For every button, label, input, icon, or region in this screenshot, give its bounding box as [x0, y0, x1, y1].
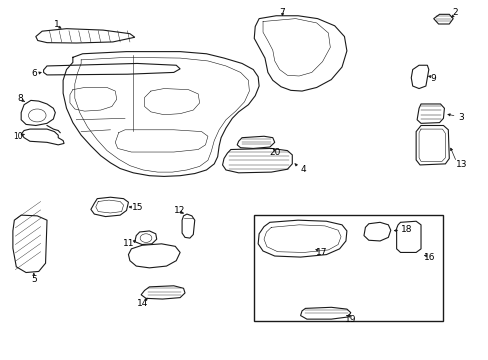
- Text: 17: 17: [315, 248, 326, 257]
- Text: 2: 2: [451, 8, 457, 17]
- Polygon shape: [13, 215, 47, 273]
- Polygon shape: [36, 29, 135, 43]
- Text: 13: 13: [455, 161, 466, 170]
- Text: 14: 14: [137, 299, 148, 308]
- Polygon shape: [21, 100, 55, 126]
- Text: 20: 20: [268, 148, 280, 157]
- Polygon shape: [396, 221, 420, 252]
- Text: 9: 9: [430, 75, 436, 84]
- Text: 10: 10: [13, 132, 22, 141]
- Polygon shape: [415, 126, 448, 165]
- Text: 1: 1: [54, 19, 60, 28]
- Polygon shape: [363, 222, 390, 241]
- Text: 15: 15: [132, 203, 143, 212]
- Polygon shape: [43, 63, 180, 75]
- Text: 19: 19: [345, 315, 356, 324]
- Polygon shape: [258, 220, 346, 257]
- Polygon shape: [433, 14, 452, 24]
- Polygon shape: [91, 197, 128, 217]
- Polygon shape: [135, 231, 157, 244]
- Text: 18: 18: [400, 225, 411, 234]
- Text: 5: 5: [31, 275, 37, 284]
- Text: 12: 12: [174, 206, 185, 215]
- Polygon shape: [222, 148, 292, 173]
- Polygon shape: [300, 307, 350, 319]
- Polygon shape: [128, 244, 180, 268]
- Bar: [254, 215, 443, 320]
- Text: 11: 11: [122, 239, 134, 248]
- Polygon shape: [21, 129, 64, 145]
- Polygon shape: [254, 16, 346, 91]
- Text: 16: 16: [423, 253, 435, 262]
- Polygon shape: [416, 104, 444, 123]
- Polygon shape: [410, 65, 428, 89]
- Polygon shape: [182, 214, 194, 238]
- Text: 7: 7: [279, 8, 285, 17]
- Text: 4: 4: [300, 165, 305, 174]
- Text: 6: 6: [31, 69, 37, 78]
- Text: 8: 8: [17, 94, 23, 103]
- Polygon shape: [237, 136, 274, 148]
- Polygon shape: [141, 286, 184, 299]
- Text: 3: 3: [458, 113, 464, 122]
